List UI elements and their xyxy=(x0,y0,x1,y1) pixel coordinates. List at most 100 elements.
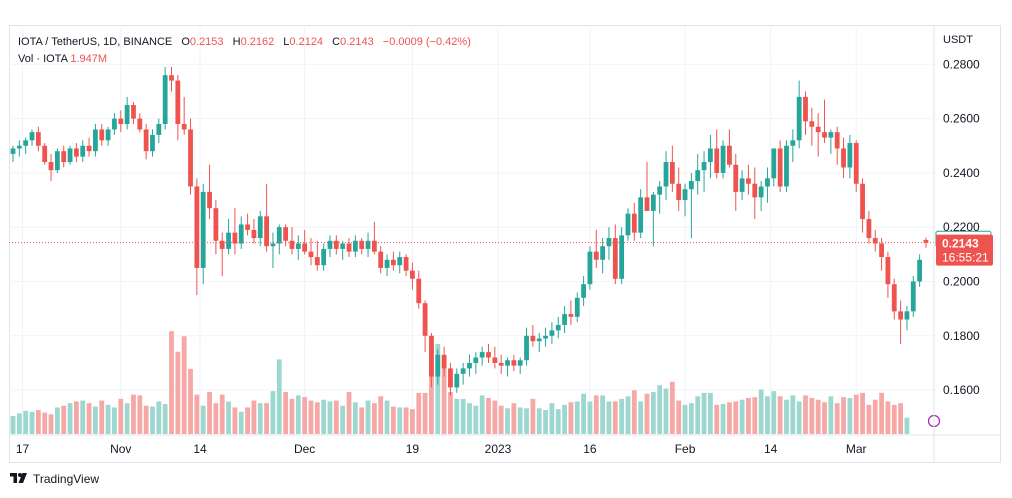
close-label: C xyxy=(332,36,341,48)
y-tick-label: 0.2800 xyxy=(943,57,980,71)
candle xyxy=(815,113,821,157)
candle-body xyxy=(35,132,41,146)
candle-body xyxy=(352,240,358,252)
candle xyxy=(739,170,745,201)
candle xyxy=(625,208,631,241)
candle-body xyxy=(834,132,840,149)
candle-body xyxy=(321,248,327,266)
volume-bar xyxy=(314,402,320,434)
candle-body xyxy=(562,314,567,325)
candle-body xyxy=(727,145,732,165)
candle-body xyxy=(435,354,441,377)
candle-body xyxy=(29,132,35,141)
candle xyxy=(105,126,111,146)
volume-bar xyxy=(663,388,669,434)
candle xyxy=(86,137,92,157)
candle xyxy=(917,254,923,287)
candle-body xyxy=(257,216,263,239)
x-tick-label: Nov xyxy=(110,442,131,456)
candle-body xyxy=(860,183,865,220)
candle xyxy=(257,210,263,247)
volume-bar xyxy=(574,401,580,434)
volume-bar xyxy=(650,392,656,434)
candle-body xyxy=(644,197,650,211)
candle xyxy=(866,210,872,244)
candle xyxy=(295,235,301,260)
candle xyxy=(112,113,117,135)
candle-body xyxy=(898,311,903,320)
volume-bar xyxy=(61,405,67,434)
volume-bar xyxy=(448,392,453,434)
candle-body xyxy=(48,162,54,171)
candle xyxy=(143,124,149,160)
candle-body xyxy=(600,246,606,260)
candle-body xyxy=(327,240,333,249)
candle xyxy=(314,240,320,271)
candle xyxy=(327,235,333,258)
change-value: −0.0009 (−0.42%) xyxy=(382,36,471,48)
volume-bar xyxy=(809,398,815,434)
volume-bar xyxy=(93,406,98,434)
candle-body xyxy=(663,162,669,187)
candle xyxy=(219,232,225,277)
candle xyxy=(48,153,54,182)
candle-body xyxy=(42,145,48,163)
volume-bar xyxy=(600,395,606,434)
candle xyxy=(29,129,35,146)
x-tick-label: 14 xyxy=(193,442,207,456)
volume-bar xyxy=(80,400,86,434)
candle xyxy=(251,219,257,244)
candle-body xyxy=(384,259,390,268)
high-value: 0.2162 xyxy=(240,36,275,48)
candle-body xyxy=(238,224,244,244)
candle-body xyxy=(194,186,200,268)
candle xyxy=(378,246,384,274)
volume-bar xyxy=(219,394,225,434)
candle-body xyxy=(276,227,282,244)
volume-bar xyxy=(593,395,599,434)
candle-body xyxy=(441,354,447,369)
candle xyxy=(631,202,637,241)
candle xyxy=(99,124,105,146)
volume-bar xyxy=(727,402,732,434)
candle xyxy=(346,238,352,258)
volume-bar xyxy=(682,404,688,434)
candle-body xyxy=(530,335,536,342)
volume-label: Vol · IOTA xyxy=(18,53,68,65)
candle-body xyxy=(175,80,181,125)
candle-body xyxy=(181,124,187,130)
candle xyxy=(505,357,510,377)
candle xyxy=(752,167,758,220)
volume-bar xyxy=(378,396,384,434)
volume-bar xyxy=(112,407,117,434)
volume-bar xyxy=(803,395,808,434)
volume-bar xyxy=(834,403,840,434)
volume-bar xyxy=(885,401,891,434)
y-tick-label: 0.2600 xyxy=(943,112,980,126)
candle-body xyxy=(492,357,498,363)
volume-bar xyxy=(467,403,472,434)
volume-bar xyxy=(333,400,339,434)
candle xyxy=(93,124,98,157)
volume-bar xyxy=(479,395,485,434)
candle xyxy=(498,354,504,374)
candle xyxy=(517,357,523,374)
volume-bar xyxy=(669,381,675,434)
candle xyxy=(213,200,219,255)
volume-bar xyxy=(784,399,789,434)
candle-body xyxy=(365,240,371,249)
volume-bar xyxy=(270,391,276,434)
volume-bar xyxy=(232,407,238,434)
candle xyxy=(181,96,187,135)
volume-bar xyxy=(289,398,295,434)
volume-value: 1.947M xyxy=(70,53,108,65)
candle-body xyxy=(676,183,682,201)
volume-bar xyxy=(555,409,561,434)
volume-bar xyxy=(638,401,644,434)
volume-bar xyxy=(879,392,884,434)
candle-body xyxy=(708,148,713,163)
candle-body xyxy=(904,311,910,320)
volume-bar xyxy=(536,408,542,434)
tradingview-footer[interactable]: TradingView xyxy=(10,472,99,486)
